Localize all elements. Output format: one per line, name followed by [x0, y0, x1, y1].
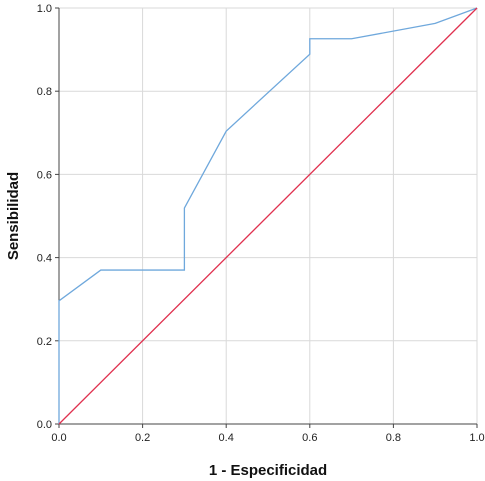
x-axis-title: 1 - Especificidad — [209, 462, 327, 479]
x-tick-label: 1.0 — [469, 432, 484, 444]
grid — [58, 7, 478, 425]
reference-diagonal-line — [58, 7, 478, 425]
x-tick-labels: 0.0 0.2 0.4 0.6 0.8 1.0 — [51, 432, 484, 444]
y-tick-labels: 0.0 0.2 0.4 0.6 0.8 1.0 — [37, 3, 52, 431]
y-axis-title: Sensibilidad — [5, 172, 22, 260]
x-tick-label: 0.6 — [302, 432, 317, 444]
y-tick-label: 0.8 — [37, 86, 52, 98]
x-tick-label: 0.2 — [135, 432, 150, 444]
x-tick-label: 0.4 — [219, 432, 234, 444]
y-tick-label: 0.0 — [37, 419, 52, 431]
y-tick-label: 0.2 — [37, 336, 52, 348]
roc-curve-line — [58, 7, 478, 424]
y-tick-label: 0.6 — [37, 169, 52, 181]
x-tick-label: 0.0 — [51, 432, 66, 444]
y-tick-label: 1.0 — [37, 3, 52, 15]
series-layer — [58, 7, 478, 425]
y-tick-label: 0.4 — [37, 253, 52, 265]
x-tick-label: 0.8 — [386, 432, 401, 444]
